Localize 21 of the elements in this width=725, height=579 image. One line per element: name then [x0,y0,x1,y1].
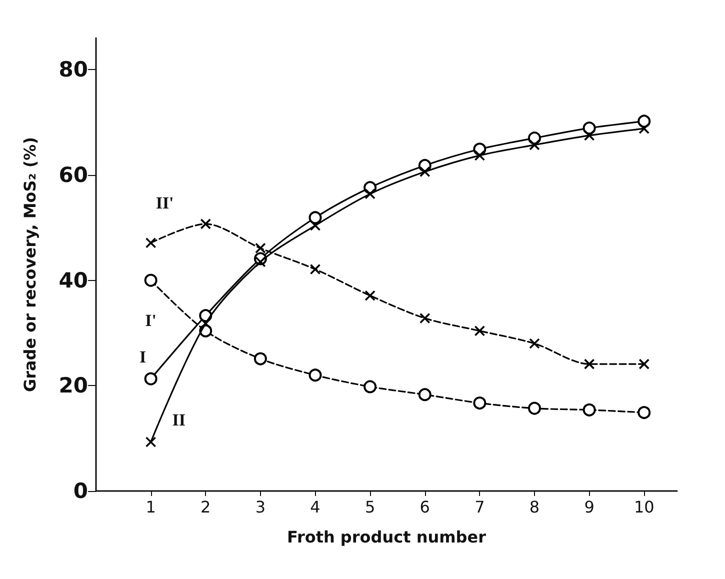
y-axis-title: Grade or recovery, MoS₂ (%) [20,136,40,392]
series-label: I [140,347,146,366]
x-tick-label: 3 [255,498,266,516]
x-tick-label: 7 [474,498,485,516]
x-tick-label: 4 [310,498,320,516]
y-tick-label: 20 [58,374,88,398]
x-tick-label: 2 [200,498,211,516]
x-tick-label: 9 [584,498,594,516]
x-tick-label: 1 [146,498,156,516]
y-tick-label: 80 [58,58,88,82]
x-tick-label: 6 [420,498,430,516]
x-tick-label: 10 [634,498,654,516]
x-tick-label: 8 [529,498,540,516]
series-label: II' [156,193,174,212]
y-tick-label: 40 [58,268,88,292]
x-axis-title: Froth product number [287,528,486,546]
y-tick-label: 0 [73,479,88,503]
series-label: II [172,410,186,430]
x-tick-label: 5 [364,498,376,516]
series-label: I' [145,310,156,330]
y-tick-label: 60 [58,162,88,187]
